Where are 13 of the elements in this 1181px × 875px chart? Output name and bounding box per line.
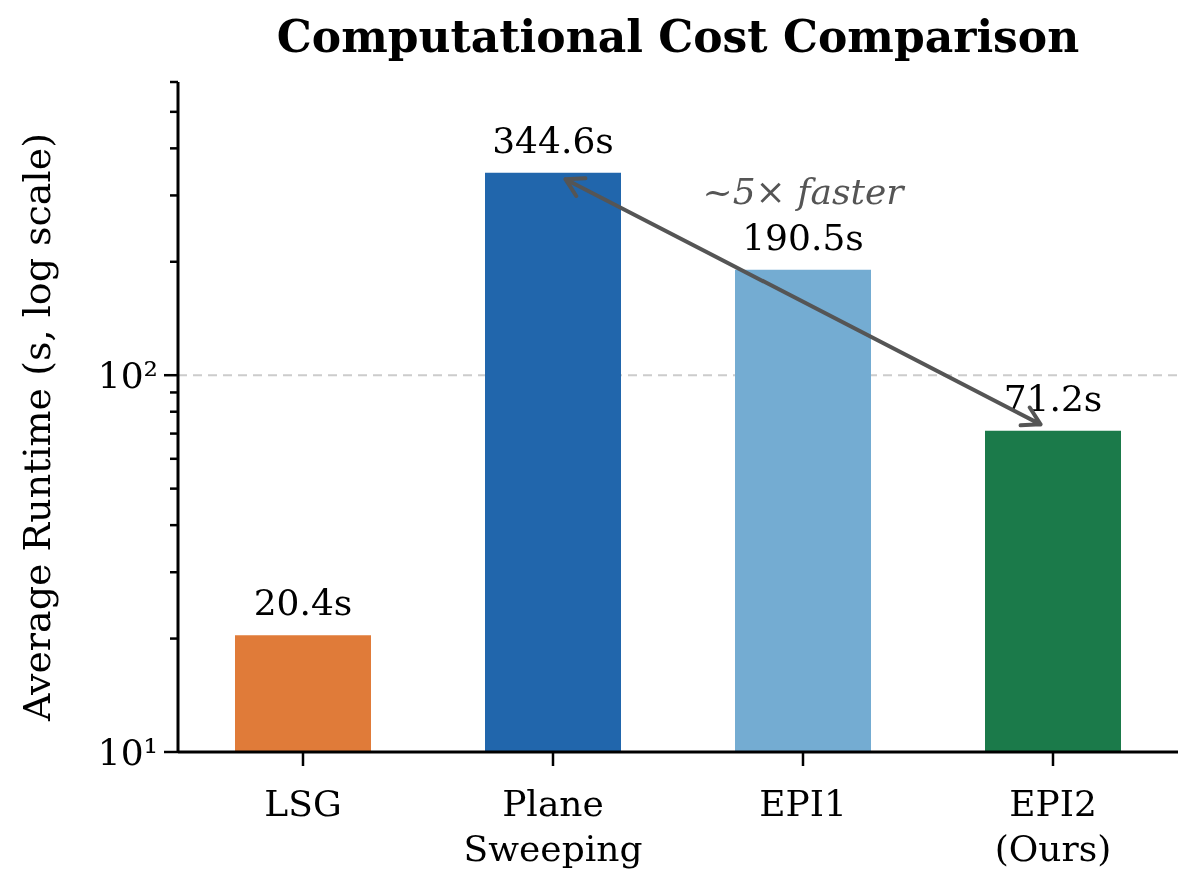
data-label: 20.4s [253,582,353,624]
x-tick-label: Plane Sweeping [463,783,643,869]
data-label: 344.6s [492,119,614,161]
y-tick-label: 10¹ [97,731,158,773]
x-tick-label: EPI2 (Ours) [994,783,1112,869]
x-tick-label: EPI1 [759,783,847,824]
chart-title: Computational Cost Comparison [276,11,1080,62]
y-axis-title: Average Runtime (s, log scale) [15,133,59,722]
annotation: ~5× faster [702,170,906,212]
data-label: 71.2s [1003,377,1103,419]
x-tick-label: LSG [264,783,342,824]
y-tick-label: 10² [97,354,158,396]
data-label: 190.5s [742,216,864,258]
